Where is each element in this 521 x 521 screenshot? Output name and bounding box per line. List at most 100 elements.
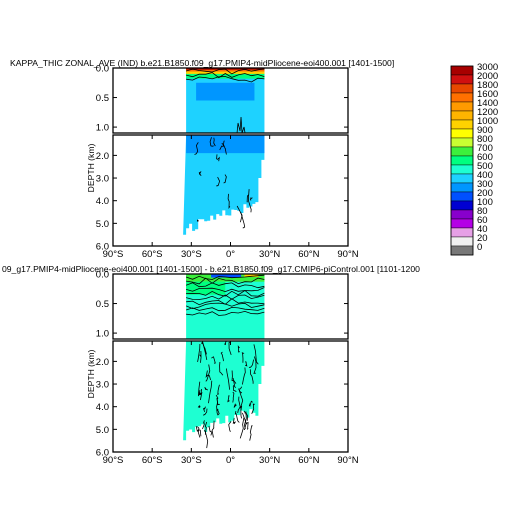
colorbar-swatch: [450, 155, 474, 166]
contour-lower: [203, 408, 208, 416]
contour-upper: [186, 310, 265, 316]
contour-lower: [232, 417, 237, 425]
contour-lower: [216, 397, 219, 416]
y-tick-label: 0.5: [96, 93, 109, 104]
contour-lower: [232, 391, 235, 403]
contour-lower: [232, 385, 237, 393]
colorbar-swatch: [450, 227, 474, 238]
x-tick-label: 30°S: [181, 249, 202, 260]
colorbar-label: 700: [477, 143, 493, 154]
x-tick-label: 60°N: [298, 455, 319, 466]
contour-lower: [236, 205, 243, 223]
upper-field: [186, 274, 265, 339]
contour-upper: [186, 294, 265, 300]
y-axis-label: DEPTH (km): [86, 350, 96, 399]
colorbar-swatch: [450, 191, 474, 202]
x-tick-label: 0°: [226, 455, 235, 466]
y-tick-label: 3.0: [96, 380, 109, 391]
colorbar-label: 2000: [477, 71, 498, 82]
colorbar-label: 800: [477, 134, 493, 145]
contour-lower: [223, 174, 227, 184]
y-tick-label: 3.0: [96, 174, 109, 185]
top-panel-title: KAPPA_THIC ZONAL_AVE (IND) b.e21.B1850.f…: [10, 58, 394, 68]
contour-lower: [211, 356, 216, 364]
x-tick-label: 90°S: [103, 455, 124, 466]
contour-lower: [232, 377, 236, 388]
contour-lower: [216, 176, 221, 187]
contour-lower: [246, 189, 250, 203]
contour-lower: [203, 430, 209, 449]
contour-lower: [204, 387, 209, 391]
colorbar-swatch: [450, 146, 474, 157]
y-tick-label: 4.0: [96, 402, 109, 413]
colorbar-swatch: [450, 128, 474, 139]
colorbar-swatch: [450, 209, 474, 220]
y-tick-label: 4.0: [96, 196, 109, 207]
contour-lower: [197, 381, 201, 397]
field-1000: [244, 274, 259, 277]
colorbar-swatch: [450, 200, 474, 211]
x-tick-label: 60°S: [142, 249, 163, 260]
x-tick-label: 30°S: [181, 455, 202, 466]
contour-lower: [239, 417, 245, 439]
contour-lower: [245, 360, 248, 367]
x-tick-label: 30°N: [259, 455, 280, 466]
contour-upper: [185, 282, 265, 289]
contour-lower: [251, 403, 255, 414]
contour-lower: [202, 420, 205, 430]
colorbar-swatch: [450, 92, 474, 103]
field-300-deep: [186, 135, 265, 154]
y-tick-label: 5.0: [96, 425, 109, 436]
colorbar-label: 20: [477, 233, 488, 244]
colorbar-label: 500: [477, 161, 493, 172]
contour-lower: [196, 219, 199, 222]
contour-upper: [186, 277, 265, 285]
contour-lower: [194, 142, 199, 155]
contours: [185, 274, 265, 449]
y-tick-label: 2.0: [96, 357, 109, 368]
colorbar-swatch: [450, 119, 474, 130]
colorbar-swatch: [450, 74, 474, 85]
contour-lower: [216, 154, 220, 162]
contour-lower: [199, 350, 202, 363]
colorbar-label: 0: [477, 242, 482, 253]
chart-panel-2: 0.0 0.5 1.0 2.0 3.0 4.0 5.0 6.090°S 60°S 30°S 0° 30…: [86, 270, 359, 467]
contour-lower: [237, 345, 241, 353]
x-tick-label: 90°S: [103, 249, 124, 260]
colorbar-label: 300: [477, 179, 493, 190]
contour-lower: [248, 400, 253, 407]
colorbar-swatch: [450, 137, 474, 148]
colorbar-label: 900: [477, 125, 493, 136]
contour-lower: [219, 140, 225, 151]
contour-lower: [249, 369, 254, 384]
contour-upper: [185, 302, 265, 310]
x-tick-label: 60°N: [298, 249, 319, 260]
x-tick-label: 90°N: [337, 455, 358, 466]
contour-lower: [237, 396, 241, 413]
contour-lower: [233, 403, 237, 408]
colorbar-label: 1200: [477, 107, 498, 118]
contour-upper: [186, 76, 265, 83]
contour-lower: [198, 171, 202, 176]
contour-lower: [201, 341, 208, 360]
contour-upper: [186, 287, 265, 293]
colorbar-swatch: [450, 218, 474, 229]
contour-lower: [204, 421, 208, 435]
contour-lower: [197, 426, 201, 438]
x-tick-label: 90°N: [337, 249, 358, 260]
contour-lower: [220, 351, 224, 362]
lower-field: [183, 135, 265, 235]
contour-lower: [249, 425, 253, 441]
colorbar-label: 600: [477, 152, 493, 163]
contour-lower: [242, 367, 246, 385]
x-tick-label: 0°: [226, 249, 235, 260]
x-tick-label: 30°N: [259, 249, 280, 260]
y-tick-label: 5.0: [96, 219, 109, 230]
upper-frame: [112, 67, 349, 134]
y-axis-label: DEPTH (km): [86, 144, 96, 193]
field-700: [186, 274, 265, 282]
contour-lower: [249, 197, 254, 201]
colorbar-label: 200: [477, 188, 493, 199]
field-400-deep: [183, 135, 265, 235]
